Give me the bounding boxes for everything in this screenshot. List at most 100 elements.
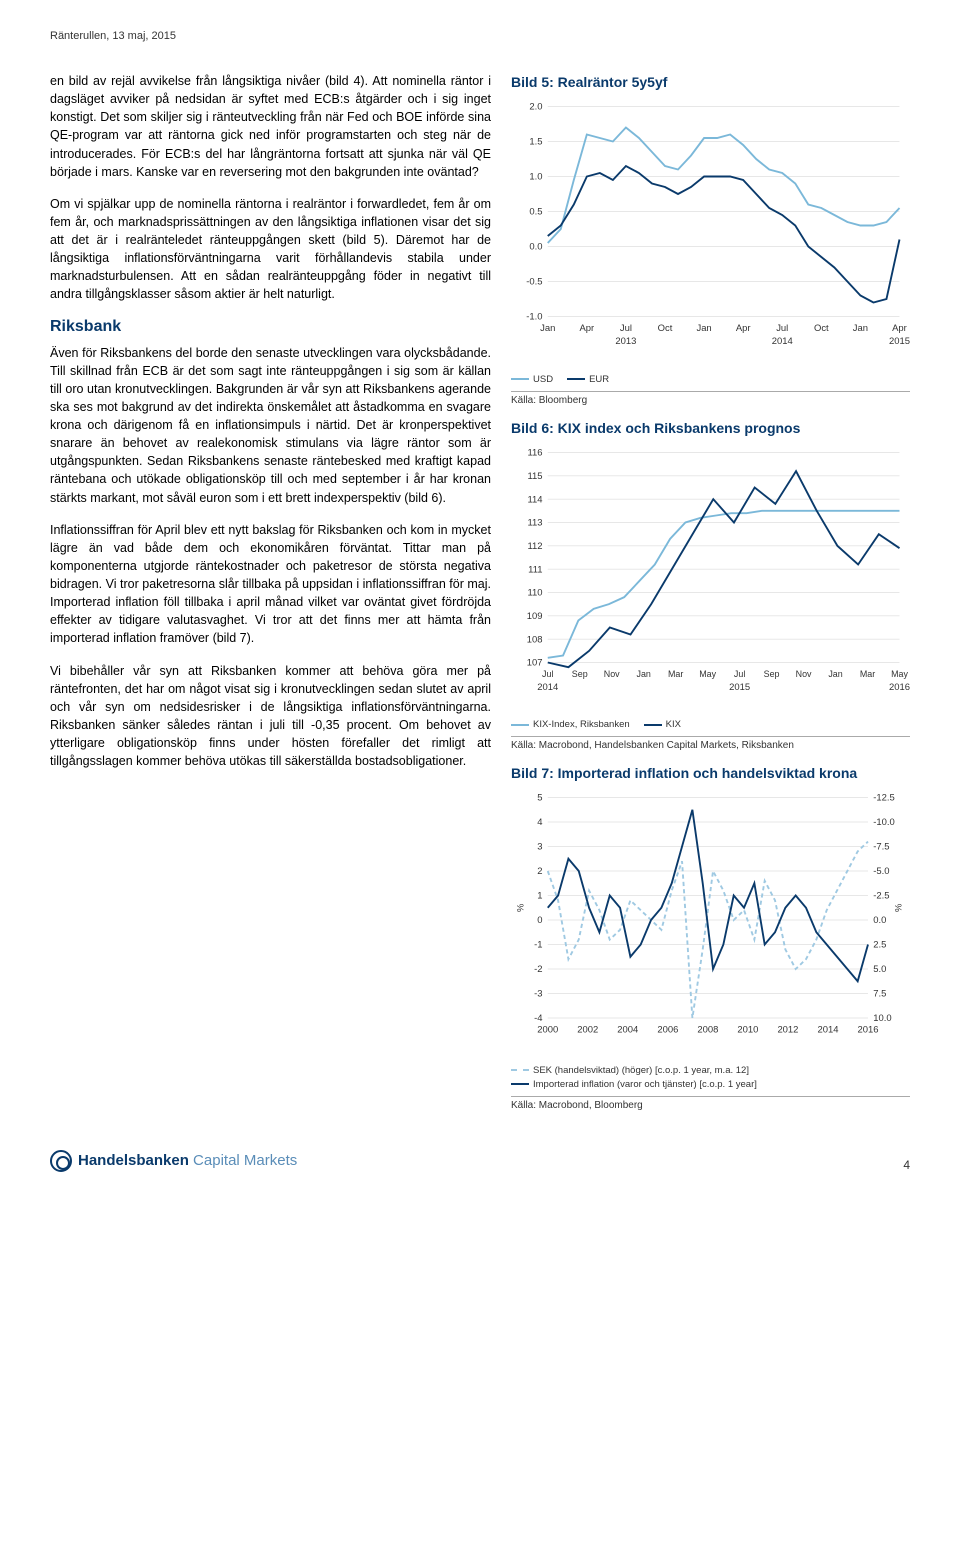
svg-text:Jan: Jan	[696, 323, 711, 334]
svg-text:Jul: Jul	[776, 323, 788, 334]
svg-text:-0.5: -0.5	[526, 277, 542, 288]
svg-text:2002: 2002	[577, 1025, 598, 1036]
svg-text:May: May	[891, 669, 908, 679]
svg-text:2010: 2010	[737, 1025, 758, 1036]
svg-text:109: 109	[527, 610, 543, 621]
svg-text:Apr: Apr	[736, 323, 751, 334]
svg-text:-4: -4	[534, 1013, 542, 1024]
chart7-source: Källa: Macrobond, Bloomberg	[511, 1096, 910, 1111]
logo-text: Handelsbanken Capital Markets	[78, 1152, 297, 1169]
legend-line-icon	[644, 724, 662, 726]
svg-text:Mar: Mar	[668, 669, 683, 679]
svg-text:2014: 2014	[772, 336, 793, 347]
svg-text:Jan: Jan	[853, 323, 868, 334]
svg-text:Jul: Jul	[620, 323, 632, 334]
svg-text:10.0: 10.0	[873, 1013, 891, 1024]
legend-line-icon	[511, 1083, 529, 1085]
svg-text:4: 4	[537, 817, 542, 828]
chart6-title: Bild 6: KIX index och Riksbankens progno…	[511, 420, 910, 436]
svg-text:Jan: Jan	[540, 323, 555, 334]
paragraph-3: Även för Riksbankens del borde den senas…	[50, 344, 491, 507]
svg-text:Apr: Apr	[579, 323, 594, 334]
svg-text:-1.0: -1.0	[526, 312, 542, 323]
svg-text:2016: 2016	[858, 1025, 879, 1036]
svg-text:Mar: Mar	[860, 669, 875, 679]
svg-text:May: May	[699, 669, 716, 679]
svg-text:114: 114	[527, 494, 542, 505]
svg-text:1.0: 1.0	[529, 172, 542, 183]
chart6-svg: 116115114113112111110109108107JulSepNovJ…	[511, 442, 910, 705]
svg-text:-2: -2	[534, 964, 542, 975]
page-footer: Handelsbanken Capital Markets 4	[50, 1150, 910, 1172]
logo: Handelsbanken Capital Markets	[50, 1150, 297, 1172]
paragraph-5: Vi bibehåller vår syn att Riksbanken kom…	[50, 662, 491, 771]
svg-text:108: 108	[527, 634, 543, 645]
svg-text:Nov: Nov	[796, 669, 812, 679]
svg-text:Jul: Jul	[734, 669, 745, 679]
legend-line-icon	[511, 1069, 529, 1071]
legend-label: KIX	[666, 719, 681, 730]
svg-text:Jan: Jan	[828, 669, 842, 679]
chart5-legend-eur: EUR	[567, 374, 609, 385]
svg-text:Jul: Jul	[542, 669, 553, 679]
legend-line-icon	[511, 378, 529, 380]
legend-label: KIX-Index, Riksbanken	[533, 719, 630, 730]
page-header: Ränterullen, 13 maj, 2015	[50, 30, 910, 42]
content-columns: en bild av rejäl avvikelse från långsikt…	[50, 72, 910, 1125]
chart5-legend-usd: USD	[511, 374, 553, 385]
legend-label: SEK (handelsviktad) (höger) [c.o.p. 1 ye…	[533, 1065, 749, 1076]
svg-text:5.0: 5.0	[873, 964, 886, 975]
svg-text:-12.5: -12.5	[873, 793, 895, 804]
page-number: 4	[903, 1158, 910, 1172]
legend-label: Importerad inflation (varor och tjänster…	[533, 1079, 757, 1090]
right-column: Bild 5: Realräntor 5y5yf 2.01.51.00.50.0…	[511, 72, 910, 1125]
logo-sub: Capital Markets	[193, 1152, 297, 1169]
chart7-legend-a: SEK (handelsviktad) (höger) [c.o.p. 1 ye…	[511, 1065, 749, 1076]
left-column: en bild av rejäl avvikelse från långsikt…	[50, 72, 491, 1125]
paragraph-2: Om vi spjälkar upp de nominella räntorna…	[50, 195, 491, 304]
paragraph-1: en bild av rejäl avvikelse från långsikt…	[50, 72, 491, 181]
svg-text:2013: 2013	[615, 336, 636, 347]
svg-text:-5.0: -5.0	[873, 866, 889, 877]
chart5-svg: 2.01.51.00.50.0-0.5-1.0JanAprJulOctJanAp…	[511, 96, 910, 359]
chart5-title: Bild 5: Realräntor 5y5yf	[511, 74, 910, 90]
svg-text:0.0: 0.0	[873, 915, 886, 926]
svg-text:-10.0: -10.0	[873, 817, 895, 828]
svg-text:3: 3	[537, 842, 542, 853]
svg-text:Sep: Sep	[572, 669, 588, 679]
svg-text:111: 111	[528, 564, 542, 575]
svg-text:Oct: Oct	[814, 323, 829, 334]
svg-text:0.0: 0.0	[529, 242, 542, 253]
legend-label: USD	[533, 374, 553, 385]
svg-text:0: 0	[537, 915, 542, 926]
chart6-legend-b: KIX	[644, 719, 681, 730]
chart6-legend-a: KIX-Index, Riksbanken	[511, 719, 630, 730]
svg-text:2015: 2015	[729, 681, 750, 692]
svg-text:5: 5	[537, 793, 542, 804]
svg-text:-3: -3	[534, 989, 542, 1000]
svg-text:2015: 2015	[889, 336, 910, 347]
svg-text:7.5: 7.5	[873, 989, 886, 1000]
svg-text:2.5: 2.5	[873, 940, 886, 951]
svg-text:Apr: Apr	[892, 323, 907, 334]
svg-text:-2.5: -2.5	[873, 891, 889, 902]
legend-line-icon	[511, 724, 529, 726]
svg-text:1: 1	[537, 891, 542, 902]
chart7-legend: SEK (handelsviktad) (höger) [c.o.p. 1 ye…	[511, 1065, 910, 1090]
legend-label: EUR	[589, 374, 609, 385]
svg-text:1.5: 1.5	[529, 137, 542, 148]
svg-text:2014: 2014	[817, 1025, 838, 1036]
svg-text:2008: 2008	[697, 1025, 718, 1036]
svg-text:2004: 2004	[617, 1025, 638, 1036]
svg-text:2.0: 2.0	[529, 102, 542, 113]
svg-text:110: 110	[527, 587, 542, 598]
svg-text:116: 116	[527, 447, 542, 458]
section-heading-riksbank: Riksbank	[50, 318, 491, 336]
svg-text:2014: 2014	[537, 681, 558, 692]
svg-text:112: 112	[527, 540, 542, 551]
svg-text:Jan: Jan	[636, 669, 650, 679]
svg-text:2000: 2000	[537, 1025, 558, 1036]
svg-text:2012: 2012	[777, 1025, 798, 1036]
legend-line-icon	[567, 378, 585, 380]
chart7-legend-b: Importerad inflation (varor och tjänster…	[511, 1079, 757, 1090]
